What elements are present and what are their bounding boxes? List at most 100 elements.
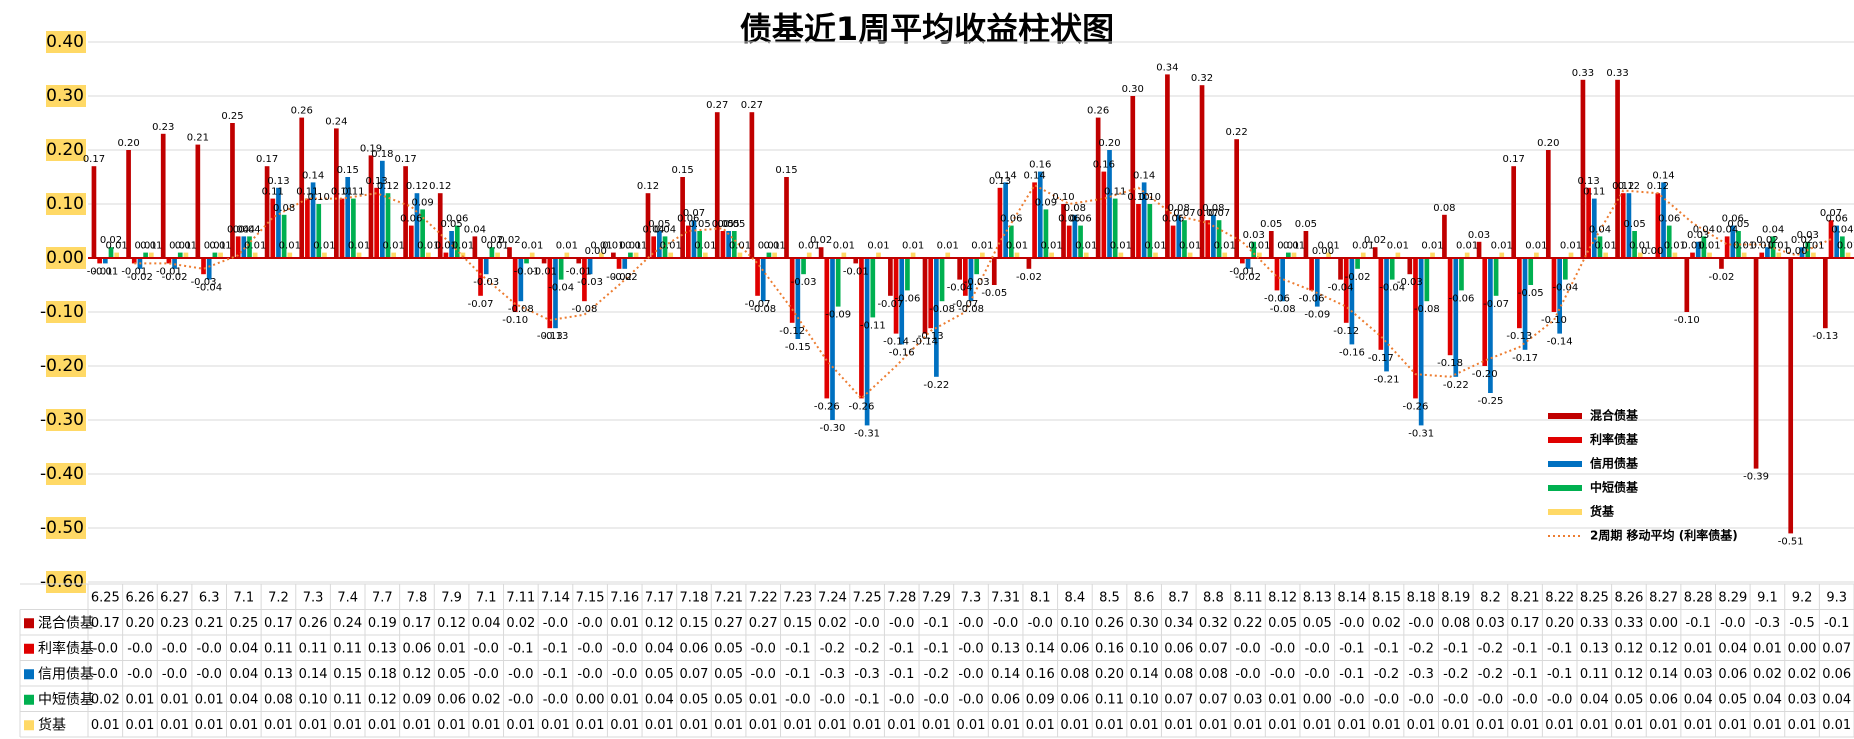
data-label: 0.20	[117, 138, 139, 149]
data-label: 0.01	[435, 241, 457, 252]
bar	[830, 258, 835, 420]
y-tick-label: -0.40	[40, 464, 84, 484]
data-label: 0.01	[660, 241, 682, 252]
bar	[1430, 252, 1435, 258]
bar	[1845, 252, 1851, 258]
bar	[1493, 258, 1499, 296]
data-label: -0.07	[745, 299, 771, 310]
table-cell: -0.0	[543, 692, 568, 707]
data-label: 0.01	[763, 241, 785, 252]
data-label: 0.03	[1797, 230, 1819, 241]
table-cell: 0.01	[1684, 718, 1713, 733]
data-label: 0.01	[1144, 241, 1166, 252]
y-tick-label: -0.60	[40, 572, 84, 592]
x-category-label: 8.29	[1718, 590, 1747, 605]
x-category-label: 8.15	[1372, 590, 1401, 605]
table-cell: -0.1	[854, 692, 879, 707]
bar	[252, 252, 258, 258]
bar	[379, 160, 385, 258]
data-label: 0.18	[371, 149, 393, 160]
data-label: -0.02	[1235, 272, 1261, 283]
data-label: 0.01	[1075, 241, 1097, 252]
bar	[1153, 252, 1158, 258]
legend-label: 信用债基	[1590, 456, 1639, 471]
table-cell: -0.1	[1547, 641, 1572, 656]
x-category-label: 8.26	[1614, 590, 1643, 605]
table-cell: 0.01	[195, 692, 224, 707]
table-cell: 0.06	[437, 692, 466, 707]
data-label: 0.09	[412, 197, 434, 208]
y-tick-label: 0.40	[46, 32, 84, 52]
bar	[1707, 252, 1712, 258]
data-label: 0.02	[1364, 235, 1386, 246]
data-label: 0.00	[1312, 246, 1334, 257]
bar	[1095, 117, 1101, 258]
bar	[564, 252, 570, 258]
table-cell: 0.15	[680, 616, 709, 631]
bar	[980, 252, 985, 258]
data-label: 0.05	[1623, 219, 1645, 230]
data-label: 0.14	[1652, 170, 1674, 181]
table-cell: 0.01	[541, 718, 570, 733]
table-cell: 0.01	[1822, 718, 1851, 733]
table-cell: 0.21	[195, 616, 224, 631]
y-tick-highlight	[46, 193, 86, 215]
table-cell: 0.13	[1580, 641, 1609, 656]
bar	[1338, 258, 1343, 280]
y-tick-highlight	[46, 409, 86, 431]
data-label: 0.02	[481, 235, 503, 246]
bar	[599, 252, 604, 258]
bar	[1453, 258, 1459, 377]
bar	[1280, 258, 1285, 302]
table-cell: 0.16	[1095, 641, 1124, 656]
table-cell: -0.0	[1408, 692, 1433, 707]
legend-swatch	[1548, 461, 1582, 467]
table-cell: -0.1	[1512, 641, 1537, 656]
data-label: 0.15	[775, 165, 797, 176]
table-cell: -0.2	[1443, 667, 1468, 682]
data-label: 0.08	[1433, 203, 1455, 214]
table-cell: 0.19	[368, 616, 397, 631]
data-label: -0.15	[785, 342, 811, 353]
table-cell: 0.04	[472, 616, 501, 631]
table-cell: 0.14	[991, 667, 1020, 682]
data-label: -0.07	[1483, 299, 1509, 310]
table-cell: -0.0	[612, 667, 637, 682]
data-label: 0.01	[1277, 241, 1299, 252]
table-cell: 0.01	[437, 641, 466, 656]
data-label: 0.01	[417, 241, 439, 252]
bar	[651, 236, 657, 258]
data-label: 0.27	[741, 100, 763, 111]
bar	[1083, 252, 1089, 258]
bar	[622, 258, 628, 269]
table-cell: 0.06	[1164, 641, 1193, 656]
table-cell: 0.08	[1060, 667, 1089, 682]
data-label: -0.04	[1552, 283, 1578, 294]
data-label: 0.05	[1295, 219, 1317, 230]
bar	[1551, 258, 1557, 312]
bar	[587, 258, 593, 275]
bar	[1620, 193, 1626, 258]
legend-label: 2周期 移动平均 (利率债基)	[1590, 528, 1738, 543]
table-row-label: 货基	[38, 716, 66, 733]
table-cell: 0.13	[991, 641, 1020, 656]
bar	[264, 166, 270, 258]
bar	[939, 258, 945, 302]
bar	[108, 247, 114, 258]
table-cell: -0.0	[1443, 692, 1468, 707]
bar	[1378, 258, 1384, 350]
table-cell: 0.08	[1441, 616, 1470, 631]
table-cell: 0.01	[91, 718, 120, 733]
bar	[241, 236, 247, 258]
data-label: -0.22	[923, 380, 949, 391]
data-label: -0.06	[1264, 293, 1290, 304]
bar	[356, 252, 362, 258]
data-label: 0.01	[106, 241, 128, 252]
x-category-label: 8.1	[1030, 590, 1051, 605]
bar	[1251, 241, 1257, 258]
table-cell: 0.24	[333, 616, 362, 631]
x-category-label: 8.12	[1268, 590, 1297, 605]
data-label: 0.01	[1664, 241, 1686, 252]
data-label: 0.04	[654, 224, 676, 235]
bar	[1661, 182, 1666, 258]
